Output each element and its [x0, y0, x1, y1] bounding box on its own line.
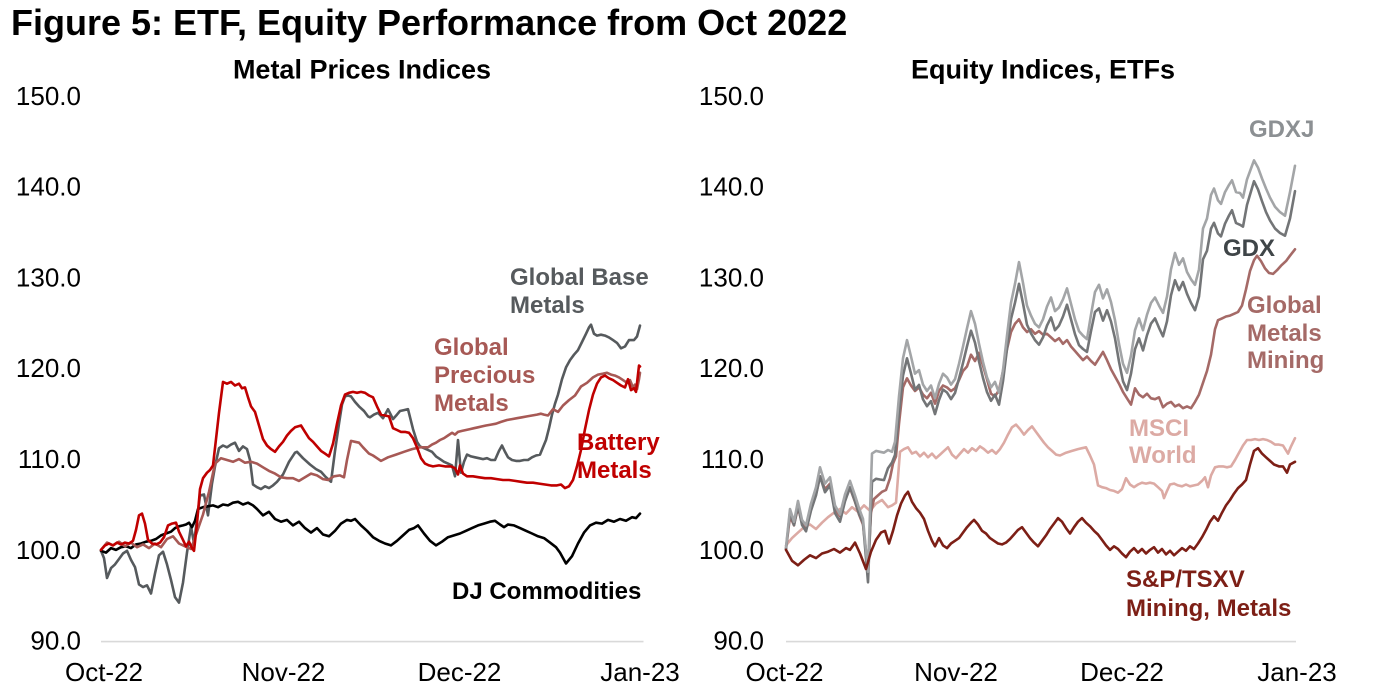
svg-text:140.0: 140.0 — [699, 172, 764, 202]
svg-text:110.0: 110.0 — [701, 444, 764, 474]
svg-text:130.0: 130.0 — [16, 262, 81, 292]
svg-text:120.0: 120.0 — [16, 353, 81, 383]
svg-text:150.0: 150.0 — [16, 81, 81, 111]
svg-text:Equity Indices, ETFs: Equity Indices, ETFs — [911, 55, 1175, 85]
svg-text:150.0: 150.0 — [699, 81, 764, 111]
svg-text:120.0: 120.0 — [699, 353, 764, 383]
svg-text:Nov-22: Nov-22 — [914, 657, 998, 687]
svg-text:Dec-22: Dec-22 — [418, 657, 502, 687]
svg-text:Precious: Precious — [434, 362, 535, 389]
svg-text:Nov-22: Nov-22 — [242, 657, 326, 687]
svg-text:S&P/TSXV: S&P/TSXV — [1126, 566, 1245, 593]
svg-text:140.0: 140.0 — [16, 172, 81, 202]
svg-text:Battery: Battery — [577, 429, 660, 456]
svg-text:Oct-22: Oct-22 — [745, 657, 823, 687]
svg-text:World: World — [1129, 442, 1197, 469]
svg-text:Metals: Metals — [434, 390, 509, 417]
svg-text:Figure 5: ETF, Equity Performa: Figure 5: ETF, Equity Performance from O… — [11, 2, 847, 43]
svg-text:Metals: Metals — [510, 292, 585, 319]
svg-text:130.0: 130.0 — [699, 262, 764, 292]
svg-text:90.0: 90.0 — [30, 626, 81, 656]
svg-text:Dec-22: Dec-22 — [1080, 657, 1164, 687]
svg-text:Global: Global — [1247, 292, 1322, 319]
svg-text:GDXJ: GDXJ — [1249, 116, 1314, 143]
svg-text:100.0: 100.0 — [16, 535, 81, 565]
svg-text:Metals: Metals — [1247, 320, 1322, 347]
svg-text:Metals: Metals — [577, 457, 652, 484]
svg-text:GDX: GDX — [1223, 235, 1275, 262]
svg-text:MSCI: MSCI — [1129, 415, 1189, 442]
svg-text:Global Base: Global Base — [510, 264, 649, 291]
svg-text:100.0: 100.0 — [699, 535, 764, 565]
svg-text:Jan-23: Jan-23 — [600, 657, 680, 687]
svg-text:Metal Prices Indices: Metal Prices Indices — [233, 55, 491, 85]
svg-text:Oct-22: Oct-22 — [65, 657, 143, 687]
svg-text:Jan-23: Jan-23 — [1257, 657, 1337, 687]
svg-text:Global: Global — [434, 334, 509, 361]
svg-text:Mining, Metals: Mining, Metals — [1126, 595, 1291, 622]
svg-text:DJ Commodities: DJ Commodities — [452, 578, 641, 605]
svg-text:Mining: Mining — [1247, 347, 1324, 374]
svg-text:90.0: 90.0 — [713, 626, 764, 656]
svg-text:110.0: 110.0 — [18, 444, 81, 474]
